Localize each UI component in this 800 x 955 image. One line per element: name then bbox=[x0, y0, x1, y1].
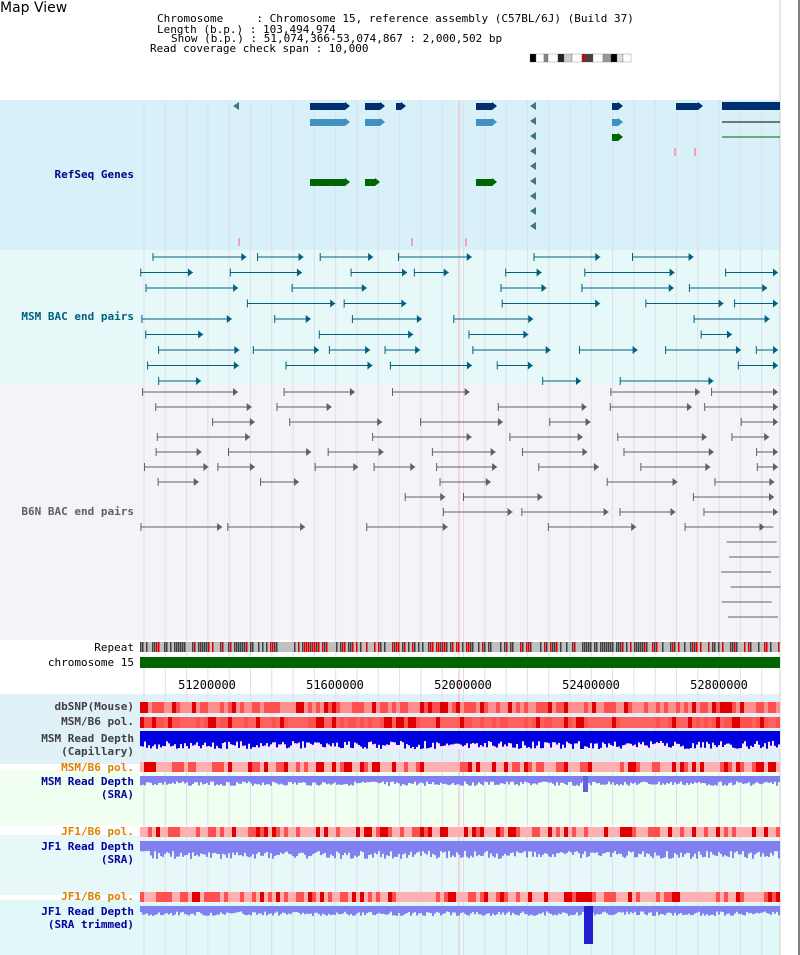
msm-b6-pol-label-2: MSM/B6 pol. bbox=[61, 761, 134, 774]
show-range-info: Show (b.p.) : 51,074,366-53,074,867 : 2,… bbox=[171, 32, 503, 45]
repeat-label: Repeat bbox=[94, 641, 134, 654]
refseq-gene bbox=[612, 103, 618, 110]
chromosome-ideogram[interactable] bbox=[529, 53, 632, 63]
refseq-gene bbox=[365, 103, 380, 110]
msm-b6-pol-label-1: MSM/B6 pol. bbox=[61, 715, 134, 728]
refseq-label: RefSeq Genes bbox=[54, 168, 134, 181]
msm-depth-sra-label-1: MSM Read Depth bbox=[41, 775, 134, 788]
jf1-depth-sra-label-1: JF1 Read Depth bbox=[41, 840, 134, 853]
chromosome-bar bbox=[140, 657, 780, 668]
refseq-gene bbox=[676, 103, 698, 110]
refseq-gene bbox=[310, 119, 345, 126]
refseq-gene bbox=[310, 103, 345, 110]
b6n-bac-label: B6N BAC end pairs bbox=[21, 505, 134, 518]
refseq-gene bbox=[476, 179, 492, 186]
page-title: Map View bbox=[0, 0, 68, 16]
chromosome-label: chromosome 15 bbox=[47, 656, 134, 669]
coverage-span-info: Read coverage check span : 10,000 bbox=[150, 42, 369, 55]
refseq-gene bbox=[365, 119, 380, 126]
axis-tick-label: 52000000 bbox=[434, 678, 492, 692]
refseq-gene bbox=[612, 119, 618, 126]
refseq-gene bbox=[476, 119, 492, 126]
depth-spike bbox=[584, 906, 589, 944]
b6n-bac-track[interactable] bbox=[140, 388, 781, 618]
refseq-gene bbox=[396, 103, 401, 110]
msm-bac-track[interactable] bbox=[140, 253, 778, 385]
jf1-depth-trim-label-1: JF1 Read Depth bbox=[41, 905, 134, 918]
msm-depth-sra-label-2: (SRA) bbox=[100, 788, 134, 801]
refseq-gene bbox=[476, 103, 492, 110]
jf1-b6-pol-label-2: JF1/B6 pol. bbox=[61, 890, 134, 903]
refseq-gene bbox=[365, 179, 375, 186]
refseq-gene bbox=[612, 134, 618, 141]
jf1-b6-pol-label-1: JF1/B6 pol. bbox=[61, 825, 134, 838]
jf1-depth-sra-label-2: (SRA) bbox=[100, 853, 134, 866]
refseq-gene bbox=[310, 179, 345, 186]
axis-tick-label: 51600000 bbox=[306, 678, 364, 692]
jf1-depth-trim-label-2: (SRA trimmed) bbox=[47, 918, 134, 931]
chromosome-info: Chromosome : Chromosome 15, reference as… bbox=[157, 12, 634, 25]
msm-depth-cap-label-1: MSM Read Depth bbox=[41, 732, 134, 745]
refseq-gene bbox=[722, 102, 780, 110]
length-info: Length (b.p.) : 103,494,974 bbox=[157, 23, 336, 36]
axis-tick-label: 52800000 bbox=[690, 678, 748, 692]
refseq-genes-track[interactable] bbox=[233, 102, 780, 246]
repeat-track bbox=[140, 642, 780, 652]
depth-spike bbox=[589, 906, 593, 944]
msm-depth-cap-label-2: (Capillary) bbox=[61, 745, 134, 758]
msm-bac-label: MSM BAC end pairs bbox=[21, 310, 134, 323]
depth-spike bbox=[583, 776, 588, 792]
axis-tick-label: 51200000 bbox=[178, 678, 236, 692]
dbsnp-label: dbSNP(Mouse) bbox=[54, 700, 134, 713]
axis-tick-label: 52400000 bbox=[562, 678, 620, 692]
